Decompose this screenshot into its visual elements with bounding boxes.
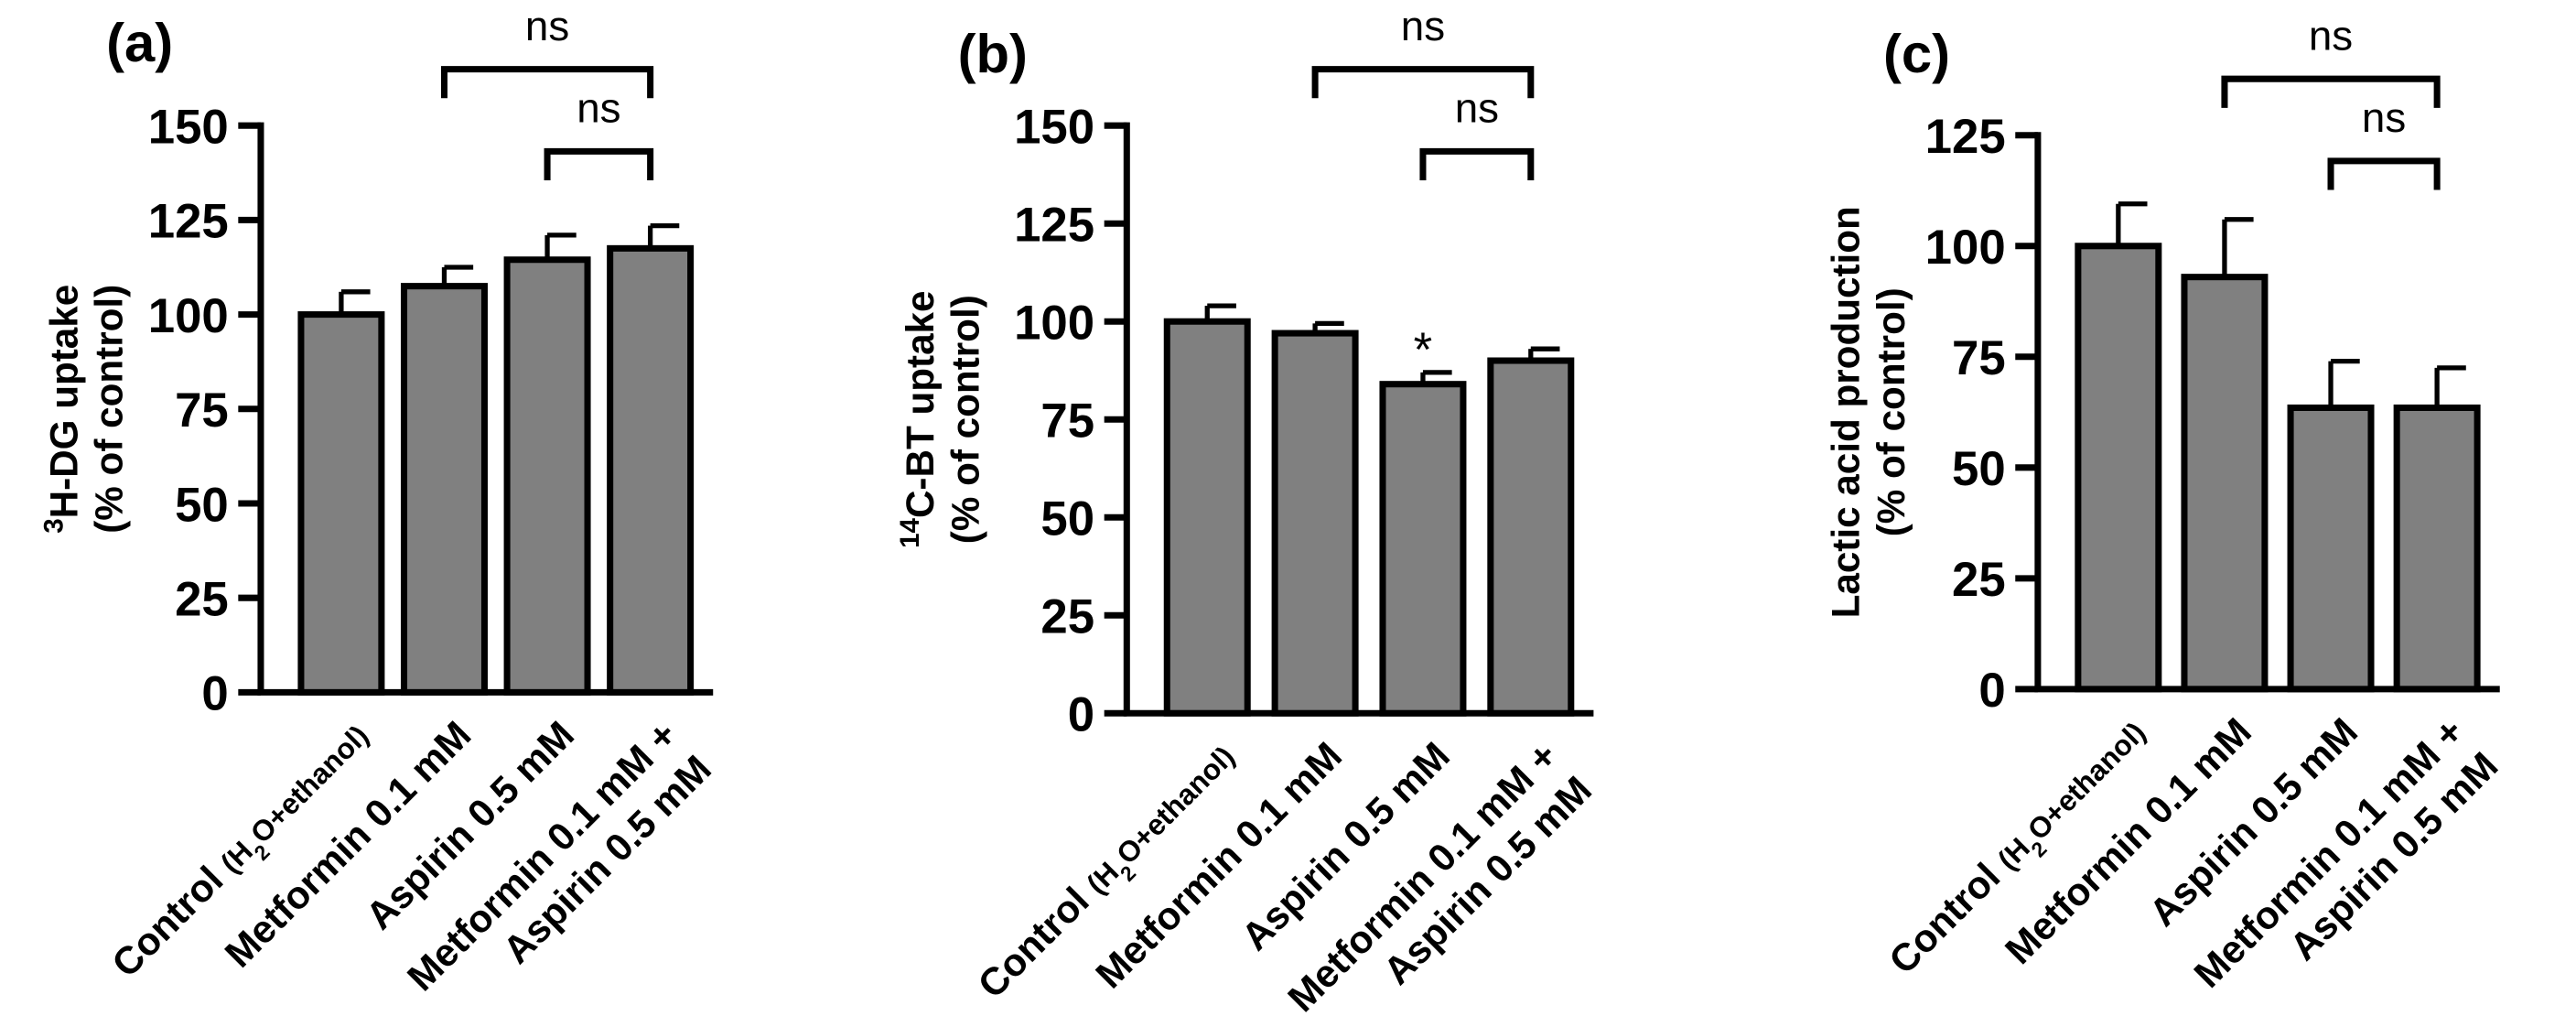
bar xyxy=(400,283,488,696)
y-tick-label: 0 xyxy=(1978,664,2005,718)
panel-label: (c) xyxy=(1883,23,1950,84)
y-tick-label: 75 xyxy=(1040,395,1094,449)
significance-label: ns xyxy=(1455,85,1499,132)
y-axis-label-unit: (% of control) xyxy=(943,295,986,544)
significance-label: ns xyxy=(2309,13,2353,59)
significance-bracket xyxy=(1311,66,1535,99)
significance-bracket xyxy=(2221,75,2441,108)
significance-bracket xyxy=(440,66,654,99)
bar xyxy=(297,311,385,696)
y-tick-label: 0 xyxy=(1068,688,1094,742)
panel-label: (b) xyxy=(958,23,1028,84)
bar xyxy=(2287,404,2375,693)
y-tick-label: 75 xyxy=(1952,331,2006,385)
y-axis-label: 3H-DG uptake xyxy=(38,285,85,534)
bar xyxy=(2181,274,2269,693)
y-axis-label-unit: (% of control) xyxy=(1870,287,1913,536)
y-axis-label: 14C-BT uptake xyxy=(895,291,942,548)
bar xyxy=(2075,243,2162,693)
bar xyxy=(1379,381,1467,717)
y-tick-label: 75 xyxy=(175,384,229,438)
bar xyxy=(503,256,591,696)
y-tick-label: 150 xyxy=(148,101,229,155)
y-tick-label: 25 xyxy=(1040,590,1094,644)
y-tick-label: 125 xyxy=(148,195,229,249)
y-tick-label: 25 xyxy=(1952,553,2006,607)
y-tick-label: 100 xyxy=(148,289,229,343)
significance-bracket xyxy=(544,147,654,181)
y-tick-label: 150 xyxy=(1014,101,1094,155)
y-tick-label: 50 xyxy=(175,478,229,532)
bar xyxy=(2393,404,2481,693)
y-tick-label: 100 xyxy=(1925,221,2006,275)
significance-bracket xyxy=(2327,157,2441,190)
panel-label: (a) xyxy=(106,12,173,73)
significance-star: * xyxy=(1414,323,1433,377)
y-axis-label: Lactic acid production xyxy=(1825,206,1868,618)
y-tick-label: 50 xyxy=(1952,442,2006,496)
chart-panel-a: (a) 0 25 50 75 100 125 150 3H-DG uptake (% of con… xyxy=(38,3,719,999)
y-tick-label: 100 xyxy=(1014,297,1094,351)
y-tick-label: 0 xyxy=(201,667,228,721)
chart-panel-c: (c) 0 25 50 75 100 125 Lactic acid production (%… xyxy=(1825,13,2506,996)
significance-label: ns xyxy=(1401,3,1445,49)
y-axis-label-unit: (% of control) xyxy=(88,285,131,534)
significance-label: ns xyxy=(525,3,569,49)
bar xyxy=(1487,357,1575,717)
bar xyxy=(1163,318,1251,717)
significance-label: ns xyxy=(2362,94,2406,141)
significance-label: ns xyxy=(577,85,620,132)
significance-bracket xyxy=(1419,147,1535,181)
y-tick-label: 50 xyxy=(1040,492,1094,546)
bar xyxy=(1271,330,1359,717)
chart-panel-b: (b) 0 25 50 75 100 125 150 14C-BT uptake (% of co… xyxy=(895,3,1600,1016)
y-tick-label: 25 xyxy=(175,573,229,627)
y-tick-label: 125 xyxy=(1014,199,1094,253)
bar xyxy=(607,244,695,696)
y-tick-label: 125 xyxy=(1925,110,2006,164)
